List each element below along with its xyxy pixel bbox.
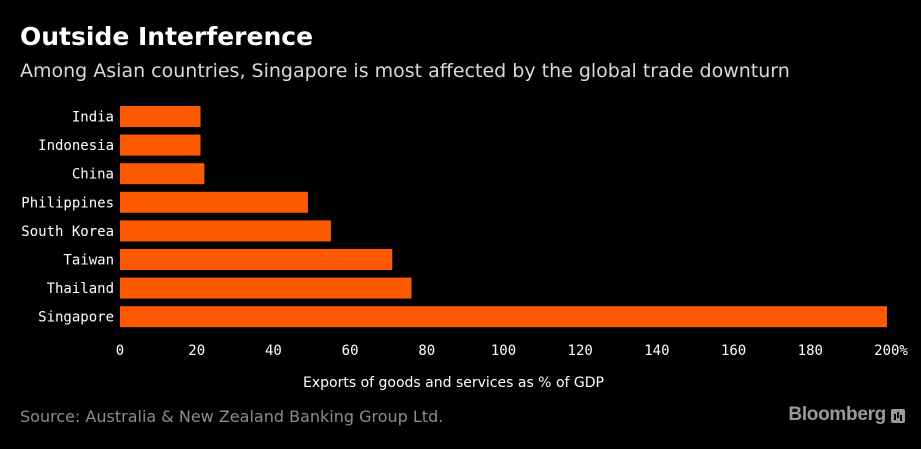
bar-south-korea xyxy=(120,220,331,242)
bar-philippines xyxy=(120,191,308,213)
bloomberg-chart-icon xyxy=(891,409,905,423)
bar-china xyxy=(120,163,205,185)
x-axis-label: Exports of goods and services as % of GD… xyxy=(303,375,604,391)
x-tick-label: 140 xyxy=(644,343,669,359)
chart-subtitle: Among Asian countries, Singapore is most… xyxy=(20,60,790,82)
category-label-india: India xyxy=(72,110,114,126)
category-label-indonesia: Indonesia xyxy=(38,138,114,154)
x-tick-label: 180 xyxy=(798,343,823,359)
x-tick-label: 40 xyxy=(265,343,282,359)
x-tick-label: 60 xyxy=(342,343,359,359)
category-label-china: China xyxy=(72,167,114,183)
bar-singapore xyxy=(120,306,887,328)
x-tick-label: 20 xyxy=(188,343,205,359)
x-tick-label: 80 xyxy=(418,343,435,359)
category-label-thailand: Thailand xyxy=(47,281,114,297)
bar-india xyxy=(120,106,201,127)
x-tick-label: 160 xyxy=(721,343,746,359)
x-tick-label: 100 xyxy=(491,343,516,359)
bar-indonesia xyxy=(120,134,201,156)
category-label-south-korea: South Korea xyxy=(21,224,114,240)
category-label-taiwan: Taiwan xyxy=(63,253,114,269)
x-tick-label: 120 xyxy=(568,343,593,359)
category-label-singapore: Singapore xyxy=(38,310,114,326)
bar-thailand xyxy=(120,277,412,299)
bar-taiwan xyxy=(120,249,393,270)
category-label-philippines: Philippines xyxy=(21,195,114,211)
x-tick-label: 200% xyxy=(874,343,908,359)
source-note: Source: Australia & New Zealand Banking … xyxy=(20,407,444,426)
chart-title: Outside Interference xyxy=(20,22,314,51)
brand-name: Bloomberg xyxy=(788,404,886,425)
bloomberg-logo: Bloomberg xyxy=(788,404,905,426)
x-tick-label: 0 xyxy=(116,343,124,359)
